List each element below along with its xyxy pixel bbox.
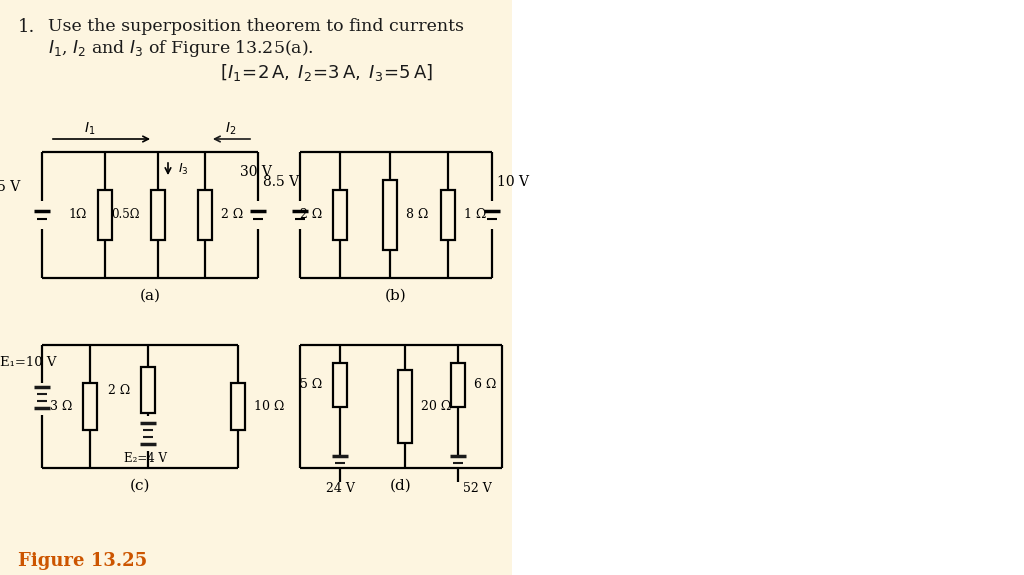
Text: 20 Ω: 20 Ω bbox=[421, 400, 452, 412]
Text: (c): (c) bbox=[130, 479, 151, 493]
Text: $[I_1\!=\!2\,\mathrm{A},\;I_2\!=\!3\,\mathrm{A},\;I_3\!=\!5\,\mathrm{A}]$: $[I_1\!=\!2\,\mathrm{A},\;I_2\!=\!3\,\ma… bbox=[220, 62, 433, 83]
Text: 4.5 V: 4.5 V bbox=[0, 180, 20, 194]
Text: $\mathit{I_2}$: $\mathit{I_2}$ bbox=[225, 121, 237, 137]
Text: E₁=10 V: E₁=10 V bbox=[0, 356, 56, 370]
Text: 8.5 V: 8.5 V bbox=[263, 175, 299, 189]
Bar bbox=[98, 190, 112, 240]
Text: 5 Ω: 5 Ω bbox=[300, 378, 322, 392]
Text: 10 V: 10 V bbox=[497, 175, 529, 189]
Bar bbox=[451, 363, 465, 407]
Text: 2 Ω: 2 Ω bbox=[221, 209, 244, 221]
Bar bbox=[231, 383, 245, 430]
Bar bbox=[512, 0, 1024, 575]
Bar bbox=[198, 190, 212, 240]
Text: Use the superposition theorem to find currents: Use the superposition theorem to find cu… bbox=[48, 18, 464, 35]
Text: 30 V: 30 V bbox=[240, 165, 272, 179]
Text: 1.: 1. bbox=[18, 18, 36, 36]
Bar bbox=[151, 190, 165, 240]
Text: (d): (d) bbox=[390, 479, 412, 493]
Bar bbox=[383, 180, 397, 250]
Bar bbox=[83, 383, 97, 430]
Text: (a): (a) bbox=[139, 289, 161, 303]
Bar bbox=[398, 370, 412, 443]
Bar bbox=[141, 367, 155, 413]
Text: 24 V: 24 V bbox=[326, 481, 354, 494]
Text: Figure 13.25: Figure 13.25 bbox=[18, 552, 147, 570]
Text: 52 V: 52 V bbox=[463, 481, 492, 494]
Text: 1 Ω: 1 Ω bbox=[464, 209, 486, 221]
Bar bbox=[333, 190, 347, 240]
Text: 2 Ω: 2 Ω bbox=[108, 384, 130, 397]
Text: 6 Ω: 6 Ω bbox=[474, 378, 497, 392]
Text: 8 Ω: 8 Ω bbox=[406, 209, 428, 221]
Text: $\mathit{I_1}$: $\mathit{I_1}$ bbox=[84, 121, 95, 137]
Text: E₂=4 V: E₂=4 V bbox=[125, 451, 168, 465]
Text: 3 Ω: 3 Ω bbox=[49, 400, 72, 412]
Text: 10 Ω: 10 Ω bbox=[254, 400, 285, 412]
Text: 1Ω: 1Ω bbox=[69, 209, 87, 221]
Text: (b): (b) bbox=[385, 289, 407, 303]
Text: $\mathit{I_3}$: $\mathit{I_3}$ bbox=[178, 162, 188, 177]
Text: 0.5Ω: 0.5Ω bbox=[112, 209, 140, 221]
Bar bbox=[441, 190, 455, 240]
Text: 2 Ω: 2 Ω bbox=[300, 209, 322, 221]
Text: $I_1$, $I_2$ and $I_3$ of Figure 13.25(a).: $I_1$, $I_2$ and $I_3$ of Figure 13.25(a… bbox=[48, 38, 314, 59]
Bar bbox=[333, 363, 347, 407]
